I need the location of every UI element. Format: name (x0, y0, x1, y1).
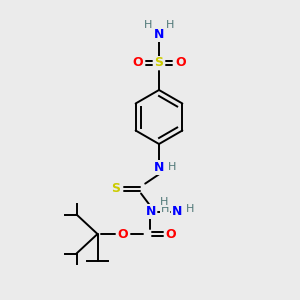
Text: H: H (143, 20, 152, 30)
Text: O: O (132, 56, 143, 70)
Text: N: N (154, 28, 164, 41)
Text: H: H (160, 197, 169, 207)
Text: O: O (166, 227, 176, 241)
Text: N: N (154, 161, 164, 174)
Text: O: O (175, 56, 186, 70)
Text: N: N (146, 205, 157, 218)
Text: H: H (161, 203, 169, 214)
Text: O: O (118, 227, 128, 241)
Text: S: S (111, 182, 120, 196)
Text: H: H (166, 20, 175, 30)
Text: H: H (167, 162, 176, 172)
Text: H: H (185, 203, 194, 214)
Text: S: S (154, 56, 164, 70)
Text: N: N (172, 205, 182, 218)
